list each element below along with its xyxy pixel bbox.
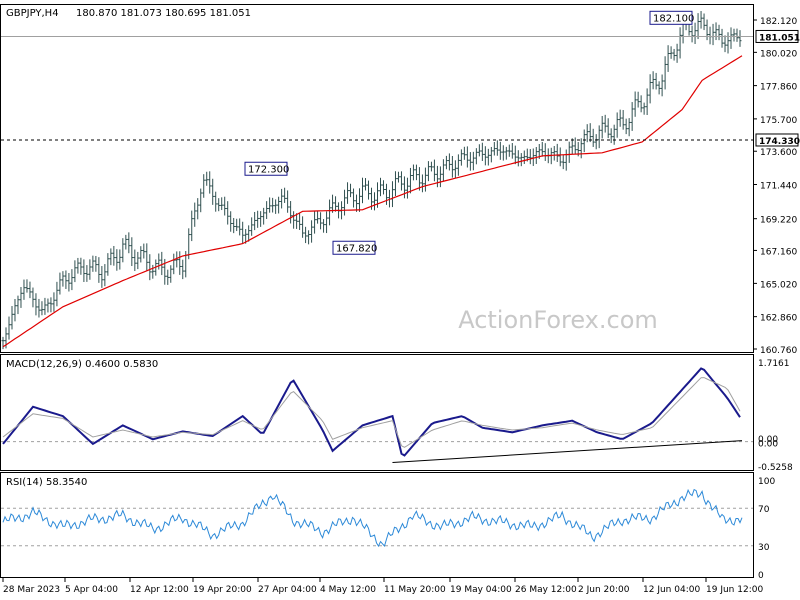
rsi-line xyxy=(2,488,743,548)
moving-average-path xyxy=(2,55,743,348)
time-tick-label: 27 Apr 04:00 xyxy=(258,585,317,595)
price-tick-label: 169.220 xyxy=(760,216,797,226)
rsi-panel-frame xyxy=(0,472,754,578)
time-tick-label: 19 May 04:00 xyxy=(450,585,512,595)
moving-average-line xyxy=(2,55,743,348)
macd-tick-label: -0.5258 xyxy=(758,463,793,473)
macd-signal-line xyxy=(2,377,741,448)
macd-title: MACD(12,26,9) 0.4600 0.5830 xyxy=(6,359,158,370)
price-level-box xyxy=(755,133,799,147)
price-annotation-label: 167.820 xyxy=(336,243,377,254)
rsi-tick-label: 70 xyxy=(758,505,770,515)
price-panel-frame xyxy=(0,4,754,353)
price-tick-label: 177.860 xyxy=(760,83,797,93)
time-tick-label: 28 Mar 2023 xyxy=(3,585,60,595)
price-annotation-label: 182.100 xyxy=(653,13,694,24)
price-tick-label: 171.440 xyxy=(760,182,797,192)
price-tick-label: 180.020 xyxy=(760,49,797,59)
price-labels: 181.051 174.330 182.100 172.300 167.820 xyxy=(1,10,800,255)
price-annotation-label: 172.300 xyxy=(248,164,289,175)
time-tick-label: 11 May 20:00 xyxy=(384,585,446,595)
macd-lines xyxy=(2,367,743,463)
macd-tick-label: 0.00 xyxy=(758,435,778,445)
time-tick-label: 12 Jun 04:00 xyxy=(643,585,700,595)
price-tick-label: 175.700 xyxy=(760,116,797,126)
chart-symbol: GBPJPY,H4 xyxy=(6,8,59,19)
price-tick-label: 160.760 xyxy=(760,346,797,356)
macd-tick-label: 0.00 xyxy=(758,440,778,450)
time-tick-label: 26 May 12:00 xyxy=(515,585,577,595)
price-annotation-box xyxy=(332,240,376,255)
price-tick-label: 162.860 xyxy=(760,314,797,324)
price-level-label: 174.330 xyxy=(759,137,800,147)
time-tick-label: 4 May 12:00 xyxy=(320,585,376,595)
price-tick-label: 173.600 xyxy=(760,148,797,158)
rsi-grid xyxy=(1,507,753,547)
price-level-label: 181.051 xyxy=(759,33,800,43)
chart-ohlc: 180.870 181.073 180.695 181.051 xyxy=(76,8,251,19)
time-tick-label: 12 Apr 12:00 xyxy=(130,585,189,595)
price-tick-label: 182.120 xyxy=(760,17,797,27)
macd-trendline xyxy=(392,440,743,463)
rsi-tick-label: 0 xyxy=(758,571,764,581)
price-annotation-box xyxy=(244,161,288,176)
time-tick-label: 19 Apr 20:00 xyxy=(193,585,252,595)
price-bars xyxy=(1,11,742,350)
rsi-tick-label: 30 xyxy=(758,543,770,553)
time-tick-label: 2 Jun 20:00 xyxy=(578,585,630,595)
macd-tick-label: 1.7161 xyxy=(758,359,790,369)
price-axis: 182.120 180.020 177.860 175.700 173.600 171.4… xyxy=(753,17,797,356)
time-tick-label: 5 Apr 04:00 xyxy=(65,585,118,595)
time-axis: 28 Mar 2023 5 Apr 04:00 12 Apr 12:00 19 Apr… xyxy=(2,578,763,595)
rsi-tick-label: 100 xyxy=(758,477,775,487)
macd-line xyxy=(2,367,741,457)
rsi-path xyxy=(2,488,743,548)
macd-panel-frame xyxy=(0,354,754,471)
rsi-axis: 100 70 30 0 xyxy=(758,477,775,581)
price-tick-label: 167.160 xyxy=(760,247,797,257)
price-annotation-box xyxy=(649,10,693,25)
time-tick-label: 19 Jun 12:00 xyxy=(706,585,763,595)
price-level-box xyxy=(755,29,799,43)
watermark: ActionForex.com xyxy=(458,306,658,334)
price-tick-label: 165.020 xyxy=(760,280,797,290)
macd-axis: 1.7161 0.000.00 -0.5258 xyxy=(758,359,793,473)
rsi-title: RSI(14) 58.3540 xyxy=(6,477,87,488)
